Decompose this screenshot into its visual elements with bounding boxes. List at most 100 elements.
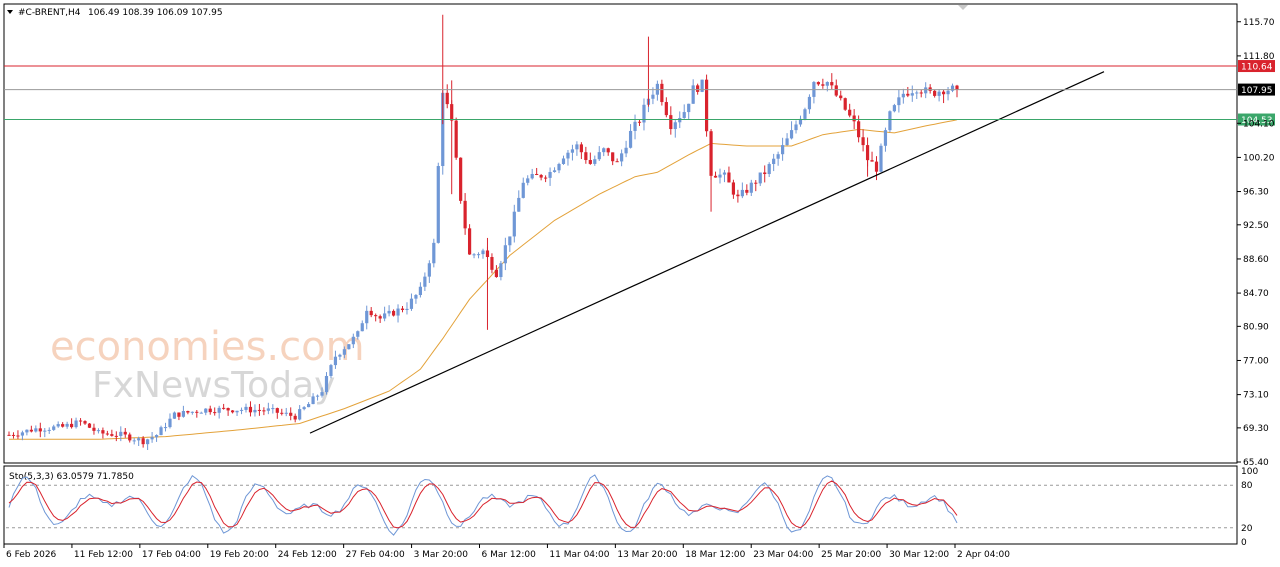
candle-body[interactable] <box>61 424 65 427</box>
candle-body[interactable] <box>105 433 109 435</box>
candle-body[interactable] <box>454 120 458 158</box>
candle-body[interactable] <box>391 310 396 316</box>
candle-body[interactable] <box>839 95 843 99</box>
candle-body[interactable] <box>83 421 87 424</box>
candle-body[interactable] <box>302 407 306 410</box>
candle-body[interactable] <box>557 163 561 171</box>
candle-body[interactable] <box>436 166 440 243</box>
candle-body[interactable] <box>298 409 302 420</box>
candle-body[interactable] <box>146 439 150 445</box>
candle-body[interactable] <box>432 242 436 264</box>
candle-body[interactable] <box>467 228 472 255</box>
candle-body[interactable] <box>378 316 382 319</box>
candle-body[interactable] <box>137 438 141 441</box>
candle-body[interactable] <box>333 356 338 366</box>
candle-body[interactable] <box>530 173 534 179</box>
shift-marker-icon[interactable] <box>958 5 968 10</box>
candle-body[interactable] <box>356 331 360 337</box>
candle-body[interactable] <box>731 182 736 195</box>
candle-body[interactable] <box>503 245 507 264</box>
candle-body[interactable] <box>789 130 794 139</box>
candle-body[interactable] <box>602 148 606 153</box>
candle-body[interactable] <box>481 250 485 255</box>
candle-body[interactable] <box>311 396 315 405</box>
candle-body[interactable] <box>190 411 194 413</box>
candle-body[interactable] <box>874 161 879 172</box>
candle-body[interactable] <box>123 431 127 435</box>
candle-body[interactable] <box>865 145 870 161</box>
candle-body[interactable] <box>208 408 212 413</box>
candle-body[interactable] <box>575 144 579 150</box>
candle-body[interactable] <box>16 435 20 437</box>
candle-body[interactable] <box>606 148 610 153</box>
candle-body[interactable] <box>763 172 767 175</box>
candle-body[interactable] <box>941 91 946 95</box>
candle-body[interactable] <box>758 172 762 184</box>
candle-body[interactable] <box>526 178 530 183</box>
candle-body[interactable] <box>870 160 874 162</box>
candle-body[interactable] <box>745 189 749 193</box>
candle-body[interactable] <box>128 434 132 441</box>
candle-body[interactable] <box>266 408 270 411</box>
candle-body[interactable] <box>642 104 646 123</box>
candle-body[interactable] <box>369 310 373 316</box>
candle-body[interactable] <box>329 365 333 376</box>
candle-body[interactable] <box>168 418 172 428</box>
candle-body[interactable] <box>722 172 727 175</box>
candle-body[interactable] <box>843 98 847 110</box>
candle-body[interactable] <box>664 102 668 116</box>
candle-body[interactable] <box>387 310 391 314</box>
candle-body[interactable] <box>365 310 369 324</box>
candle-body[interactable] <box>834 85 838 96</box>
candle-body[interactable] <box>704 79 709 132</box>
candle-body[interactable] <box>307 404 311 408</box>
candle-body[interactable] <box>383 313 387 319</box>
candle-body[interactable] <box>691 85 695 104</box>
candle-body[interactable] <box>38 428 42 432</box>
candle-body[interactable] <box>579 144 583 153</box>
candle-body[interactable] <box>244 406 248 410</box>
candle-body[interactable] <box>924 87 928 94</box>
candle-body[interactable] <box>946 90 950 95</box>
candle-body[interactable] <box>20 432 25 436</box>
candle-body[interactable] <box>141 438 145 445</box>
candle-body[interactable] <box>620 153 624 162</box>
candle-body[interactable] <box>807 96 812 110</box>
candle-body[interactable] <box>275 408 279 413</box>
candle-body[interactable] <box>320 392 324 396</box>
candle-body[interactable] <box>611 152 615 162</box>
candle-body[interactable] <box>347 344 351 350</box>
candle-body[interactable] <box>682 112 686 118</box>
candle-body[interactable] <box>584 152 588 161</box>
candle-body[interactable] <box>52 426 56 430</box>
candle-body[interactable] <box>92 427 96 431</box>
candle-body[interactable] <box>588 160 592 164</box>
candle-body[interactable] <box>396 308 400 316</box>
candle-body[interactable] <box>570 149 575 153</box>
candle-body[interactable] <box>476 254 481 256</box>
candle-body[interactable] <box>414 295 418 299</box>
candle-body[interactable] <box>794 124 798 131</box>
candle-body[interactable] <box>87 423 92 428</box>
candle-body[interactable] <box>163 427 168 429</box>
candle-body[interactable] <box>96 430 101 432</box>
candle-body[interactable] <box>34 428 38 432</box>
candle-body[interactable] <box>150 437 154 440</box>
candle-body[interactable] <box>177 412 181 417</box>
candle-body[interactable] <box>615 161 619 163</box>
candle-body[interactable] <box>56 424 60 427</box>
candle-body[interactable] <box>293 415 297 420</box>
candle-body[interactable] <box>633 121 637 131</box>
candle-body[interactable] <box>785 138 789 146</box>
candle-body[interactable] <box>772 158 776 165</box>
candle-body[interactable] <box>754 182 758 184</box>
candle-body[interactable] <box>226 408 230 411</box>
candle-body[interactable] <box>427 263 431 277</box>
candle-body[interactable] <box>257 409 262 411</box>
candle-body[interactable] <box>700 79 704 92</box>
candle-body[interactable] <box>253 409 257 413</box>
candle-body[interactable] <box>29 429 33 432</box>
candle-body[interactable] <box>239 409 244 411</box>
candle-body[interactable] <box>830 82 834 86</box>
candle-body[interactable] <box>825 82 829 86</box>
